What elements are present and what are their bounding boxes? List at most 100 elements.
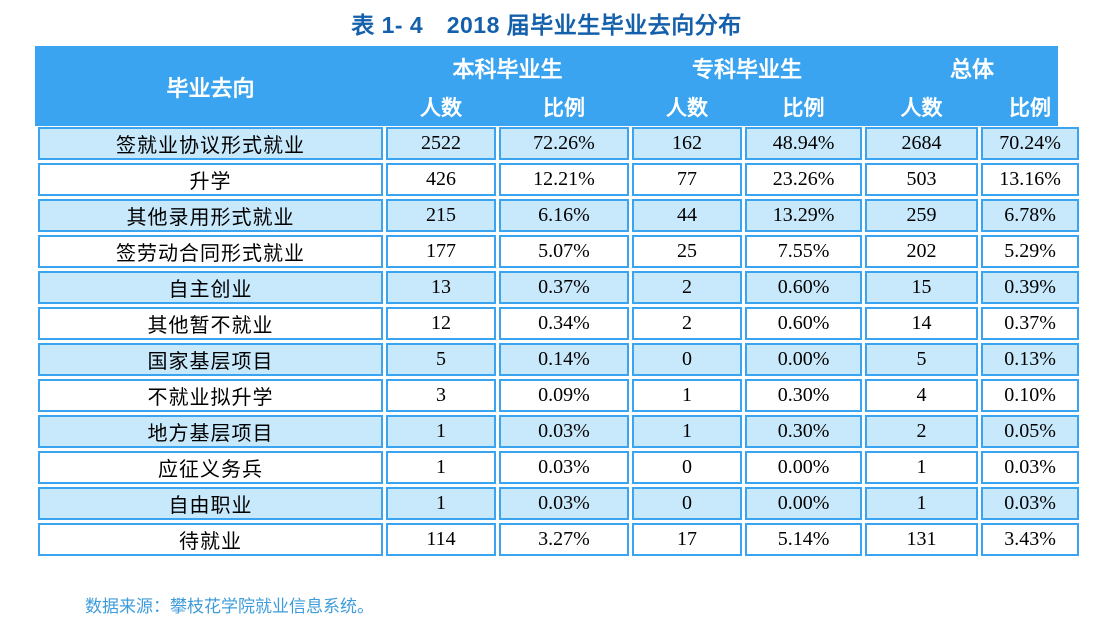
cell-category: 签就业协议形式就业 — [38, 127, 383, 160]
table-row: 地方基层项目 1 0.03% 1 0.30% 2 0.05% — [38, 415, 1080, 448]
cell-count: 2 — [632, 307, 743, 340]
cell-count: 5 — [386, 343, 496, 376]
cell-ratio: 0.00% — [745, 451, 863, 484]
cell-count: 131 — [865, 523, 979, 556]
cell-ratio: 0.30% — [745, 415, 863, 448]
cell-count: 2 — [632, 271, 743, 304]
table-row: 待就业 114 3.27% 17 5.14% 131 3.43% — [38, 523, 1080, 556]
cell-ratio: 5.29% — [981, 235, 1080, 268]
cell-ratio: 0.05% — [981, 415, 1080, 448]
cell-ratio: 23.26% — [745, 163, 863, 196]
header-group-undergraduate: 本科毕业生 — [452, 57, 563, 82]
cell-count: 1 — [865, 451, 979, 484]
cell-category: 其他暂不就业 — [38, 307, 383, 340]
cell-ratio: 3.27% — [499, 523, 630, 556]
cell-count: 2 — [865, 415, 979, 448]
cell-ratio: 0.03% — [981, 487, 1080, 520]
subheader-ratio: 比例 — [1009, 97, 1052, 120]
cell-count: 17 — [632, 523, 743, 556]
header-destination: 毕业去向 — [166, 75, 255, 101]
header-group-total: 总体 — [950, 57, 995, 82]
cell-ratio: 3.43% — [981, 523, 1080, 556]
table-row: 自主创业 13 0.37% 2 0.60% 15 0.39% — [38, 271, 1080, 304]
cell-count: 202 — [865, 235, 979, 268]
cell-count: 1 — [386, 415, 496, 448]
cell-ratio: 7.55% — [745, 235, 863, 268]
cell-count: 1 — [632, 415, 743, 448]
table-row: 自由职业 1 0.03% 0 0.00% 1 0.03% — [38, 487, 1080, 520]
cell-category: 自主创业 — [38, 271, 383, 304]
table-row: 签劳动合同形式就业 177 5.07% 25 7.55% 202 5.29% — [38, 235, 1080, 268]
cell-count: 14 — [865, 307, 979, 340]
cell-count: 162 — [632, 127, 743, 160]
cell-category: 签劳动合同形式就业 — [38, 235, 383, 268]
cell-ratio: 0.37% — [981, 307, 1080, 340]
table-row: 其他暂不就业 12 0.34% 2 0.60% 14 0.37% — [38, 307, 1080, 340]
table-row: 升学 426 12.21% 77 23.26% 503 13.16% — [38, 163, 1080, 196]
table-row: 应征义务兵 1 0.03% 0 0.00% 1 0.03% — [38, 451, 1080, 484]
cell-category: 地方基层项目 — [38, 415, 383, 448]
cell-category: 应征义务兵 — [38, 451, 383, 484]
table-row: 其他录用形式就业 215 6.16% 44 13.29% 259 6.78% — [38, 199, 1080, 232]
cell-count: 13 — [386, 271, 496, 304]
cell-count: 1 — [865, 487, 979, 520]
cell-ratio: 72.26% — [499, 127, 630, 160]
cell-count: 114 — [386, 523, 496, 556]
cell-ratio: 0.13% — [981, 343, 1080, 376]
cell-count: 4 — [865, 379, 979, 412]
cell-ratio: 0.09% — [499, 379, 630, 412]
cell-ratio: 6.16% — [499, 199, 630, 232]
cell-count: 0 — [632, 451, 743, 484]
cell-ratio: 0.37% — [499, 271, 630, 304]
cell-category: 不就业拟升学 — [38, 379, 383, 412]
cell-ratio: 0.00% — [745, 343, 863, 376]
cell-count: 1 — [386, 487, 496, 520]
cell-count: 1 — [386, 451, 496, 484]
cell-ratio: 13.29% — [745, 199, 863, 232]
cell-count: 77 — [632, 163, 743, 196]
cell-count: 426 — [386, 163, 496, 196]
cell-ratio: 48.94% — [745, 127, 863, 160]
cell-count: 3 — [386, 379, 496, 412]
graduation-destination-table: 毕业去向 本科毕业生 专科毕业生 总体 人数 比例 人数 比例 人数 比例 签就… — [35, 46, 1080, 559]
cell-ratio: 0.03% — [499, 415, 630, 448]
cell-ratio: 70.24% — [981, 127, 1080, 160]
cell-count: 259 — [865, 199, 979, 232]
cell-count: 2522 — [386, 127, 496, 160]
cell-category: 国家基层项目 — [38, 343, 383, 376]
cell-count: 503 — [865, 163, 979, 196]
cell-count: 5 — [865, 343, 979, 376]
table-row: 不就业拟升学 3 0.09% 1 0.30% 4 0.10% — [38, 379, 1080, 412]
cell-count: 1 — [632, 379, 743, 412]
cell-count: 15 — [865, 271, 979, 304]
cell-count: 12 — [386, 307, 496, 340]
cell-ratio: 0.34% — [499, 307, 630, 340]
subheader-ratio: 比例 — [543, 97, 585, 120]
table-header: 毕业去向 本科毕业生 专科毕业生 总体 人数 比例 人数 比例 人数 比例 — [38, 49, 1079, 124]
cell-count: 0 — [632, 487, 743, 520]
data-table: 毕业去向 本科毕业生 专科毕业生 总体 人数 比例 人数 比例 人数 比例 签就… — [35, 46, 1082, 559]
cell-count: 44 — [632, 199, 743, 232]
header-group-junior-college: 专科毕业生 — [692, 57, 803, 82]
cell-ratio: 0.60% — [745, 307, 863, 340]
cell-ratio: 0.14% — [499, 343, 630, 376]
header-background — [35, 46, 1058, 126]
cell-ratio: 13.16% — [981, 163, 1080, 196]
table-row: 签就业协议形式就业 2522 72.26% 162 48.94% 2684 70.24% — [38, 127, 1080, 160]
cell-category: 待就业 — [38, 523, 383, 556]
cell-count: 177 — [386, 235, 496, 268]
subheader-count: 人数 — [666, 97, 709, 120]
cell-ratio: 12.21% — [499, 163, 630, 196]
table-body: 签就业协议形式就业 2522 72.26% 162 48.94% 2684 70.24% 升学… — [38, 127, 1080, 556]
cell-ratio: 0.00% — [745, 487, 863, 520]
subheader-count: 人数 — [420, 97, 462, 120]
cell-ratio: 0.03% — [499, 451, 630, 484]
subheader-ratio: 比例 — [782, 97, 825, 120]
cell-ratio: 0.30% — [745, 379, 863, 412]
table-row: 国家基层项目 5 0.14% 0 0.00% 5 0.13% — [38, 343, 1080, 376]
cell-count: 25 — [632, 235, 743, 268]
cell-count: 0 — [632, 343, 743, 376]
cell-category: 其他录用形式就业 — [38, 199, 383, 232]
cell-count: 215 — [386, 199, 496, 232]
cell-count: 2684 — [865, 127, 979, 160]
